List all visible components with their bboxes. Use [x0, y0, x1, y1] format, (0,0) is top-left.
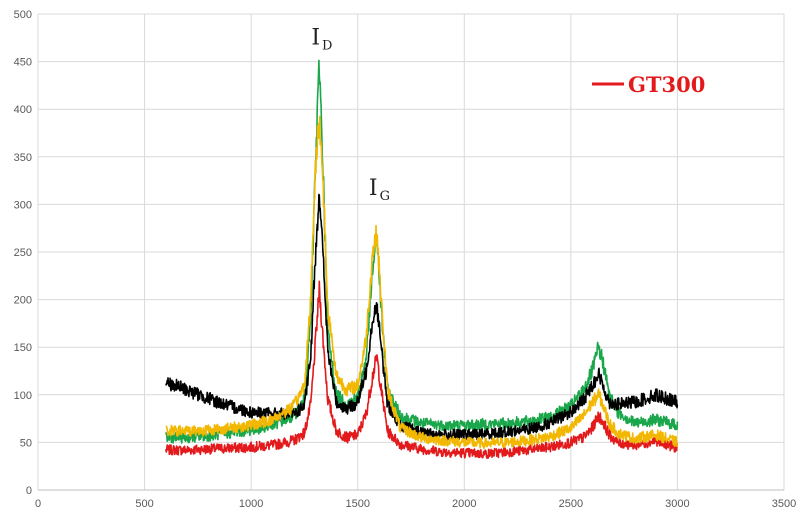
series-line-1 [165, 280, 679, 459]
y-tick-label: 250 [14, 247, 32, 259]
y-tick-label: 50 [20, 437, 32, 449]
y-tick-label: 500 [14, 9, 32, 21]
grid [37, 13, 785, 491]
x-tick-label: 1000 [239, 498, 263, 510]
y-tick-label: 100 [14, 390, 32, 402]
peak-label-main: I [311, 25, 320, 50]
y-tick-label: 0 [26, 485, 32, 497]
x-tick-label: 1500 [345, 498, 369, 510]
series-lines [165, 59, 679, 459]
legend: GT300 [592, 72, 705, 97]
legend-label-gt300: GT300 [628, 72, 705, 97]
x-tick-label: 3000 [665, 498, 689, 510]
series-line-4 [165, 115, 679, 450]
peak-annotations: I DI G [311, 25, 390, 203]
peak-label-sub: G [380, 189, 390, 204]
x-tick-label: 2000 [452, 498, 476, 510]
axes: 0 50 100 150 200 250 300 350 400 450 500 0 500 1000 15… [14, 9, 797, 510]
x-tick-label: 500 [135, 498, 153, 510]
y-tick-label: 350 [14, 152, 32, 164]
peak-label-main: I [369, 176, 378, 201]
y-tick-label: 150 [14, 342, 32, 354]
x-tick-label: 0 [35, 498, 41, 510]
y-tick-label: 200 [14, 295, 32, 307]
peak-label-sub: D [322, 38, 332, 53]
y-tick-label: 450 [14, 57, 32, 69]
x-tick-label: 2500 [559, 498, 583, 510]
y-tick-label: 300 [14, 199, 32, 211]
x-tick-label: 3500 [772, 498, 796, 510]
y-tick-label: 400 [14, 104, 32, 116]
